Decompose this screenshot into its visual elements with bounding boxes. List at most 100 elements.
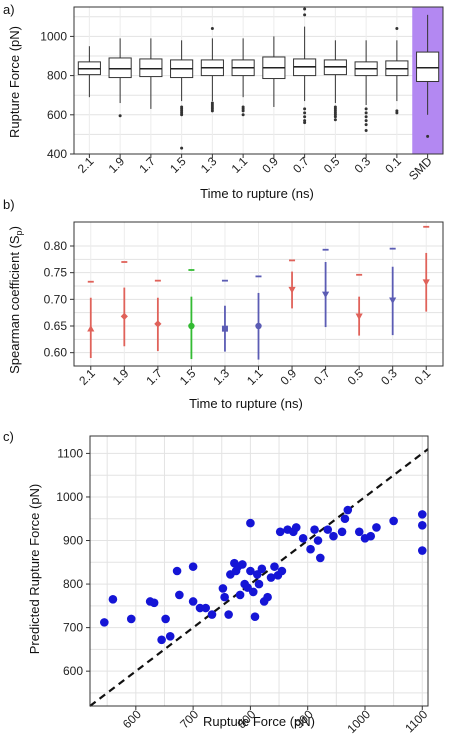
x-tick-label: 0.7 [311,366,333,388]
x-tick-label: 1.9 [106,154,128,176]
panel-a-x-ticks: 2.1 1.9 1.7 1.5 1.3 1.1 0.9 0.7 0.5 0.3 0.1 SMD [75,154,435,183]
point-0.9 [288,259,296,309]
box-1.3 [200,27,224,113]
point-2.1 [87,280,95,358]
scatter-point [238,560,247,569]
panel-a-y-axis-title: Rupture Force (pN) [7,26,22,138]
outlier-point [426,134,430,138]
outlier-point [364,111,368,115]
panel-a-grid [74,7,443,154]
box-0.3 [354,40,378,132]
y-tick-label: 0.65 [44,319,68,333]
x-tick-label: 1.3 [210,366,232,388]
outlier-point [303,115,307,119]
scatter-point [254,579,264,589]
scatter-point [340,514,350,524]
y-tick-label: 600 [63,664,83,678]
scatter-point [291,523,301,532]
outlier-point [364,119,368,123]
outlier-point [241,109,245,113]
mean-marker [422,279,430,286]
scatter-panel: c) 600 700 800 900 1000 1100 600 700 800 900 1000… [3,429,431,735]
mean-marker [389,297,397,304]
panel-c-points [100,505,427,645]
x-tick-label: 0.5 [321,154,343,176]
y-tick-label: 800 [63,577,83,591]
scatter-point [277,566,287,576]
outlier-point [303,121,307,125]
x-tick-label: 1.5 [167,154,189,176]
panel-b-y-title-close: ) [7,226,22,230]
x-tick-label: 0.5 [345,366,367,388]
scatter-point [354,527,364,537]
scatter-point [108,595,118,604]
scatter-point [246,566,255,576]
scatter-point [275,527,285,537]
scatter-point [207,610,217,619]
panel-b-y-axis-title: Spearman coefficient (Sp) [7,226,24,374]
scatter-point [149,598,159,608]
outlier-point [210,109,214,113]
panel-b-x-ticks: 2.1 1.9 1.7 1.5 1.3 1.1 0.9 0.7 0.5 0.3 0.1 [76,366,433,388]
panel-b-points [87,225,430,360]
scatter-point [389,516,398,526]
panel-c-y-ticks: 600 700 800 900 1000 1100 [56,446,90,678]
outlier-point [364,107,368,111]
point-0.7 [321,248,330,328]
box-body [416,51,440,82]
x-tick-label: 700 [177,707,201,731]
panel-a-y-ticks: 400 600 800 1000 [40,7,75,161]
scatter-point [313,536,323,545]
mean-marker [255,322,262,330]
y-tick-label: 700 [63,621,83,635]
box-1.9 [108,38,132,118]
mean-marker [188,322,195,330]
box-body [139,58,163,78]
point-1.7 [154,279,162,352]
scatter-point [165,632,175,641]
scatter-point [235,590,245,600]
point-1.9 [120,261,128,347]
y-tick-label: 0.80 [44,239,68,253]
x-tick-label: 0.1 [412,366,434,388]
scatter-point [263,592,272,602]
x-tick-label: 1.5 [177,366,199,388]
mean-marker [355,313,363,320]
box-1.7 [139,38,163,109]
scatter-point [343,505,353,515]
outlier-point [303,13,307,17]
x-tick-label: 0.1 [382,154,404,176]
outlier-point [303,7,307,11]
scatter-point [188,562,198,571]
outlier-point [395,27,399,31]
scatter-point [218,584,228,593]
outlier-point [333,118,337,122]
x-tick-label: 2.1 [75,154,97,176]
boxplot-panel: a) 400 600 800 1000 2.1 1.9 1.7 1.5 1.3 1.1 0.9 0.… [3,2,444,201]
x-tick-label: 1.1 [229,154,251,176]
box-body [108,57,132,79]
x-tick-label: 1100 [402,707,430,735]
outlier-point [303,107,307,111]
panel-b-y-title-sub: p [14,230,24,235]
box-SMD [416,14,440,138]
y-tick-label: 0.60 [44,346,68,360]
scatter-point [417,520,427,530]
x-tick-label: 1000 [344,707,373,735]
box-1.1 [231,38,255,117]
identity-dashed-line [89,448,429,707]
point-1.5 [188,269,195,360]
box-0.5 [323,40,347,122]
scatter-point [417,510,427,519]
mean-marker [221,325,228,332]
panel-c-frame [89,435,429,707]
scatter-point [126,614,136,624]
x-tick-label: 1.7 [143,366,165,388]
panel-b-label: b) [3,197,15,212]
panel-b-y-ticks: 0.60 0.65 0.70 0.75 0.80 [44,222,75,366]
scatter-point [188,597,198,606]
x-tick-label: 1.3 [198,154,220,176]
x-tick-label: 0.9 [277,366,299,388]
scatter-point [257,564,267,574]
